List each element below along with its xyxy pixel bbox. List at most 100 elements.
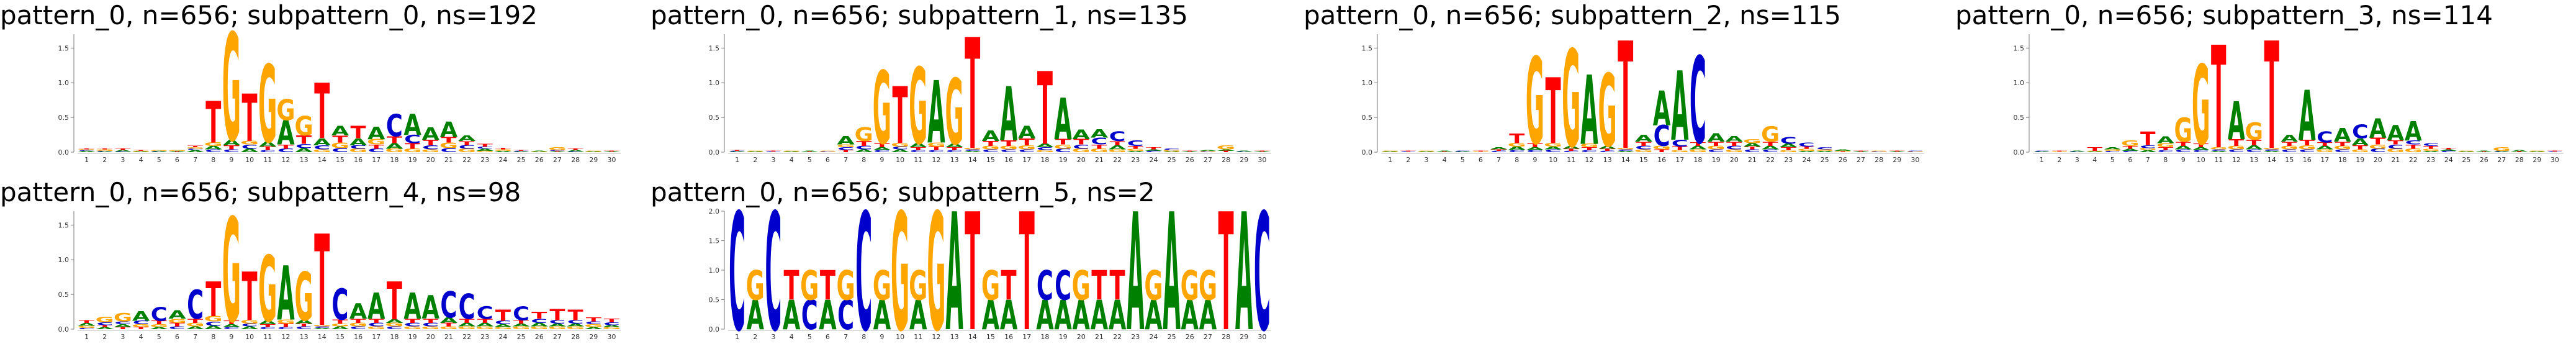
y-tick-label: 1.5 (58, 221, 70, 229)
x-tick-label: 20 (1077, 156, 1086, 164)
logo-letter-A: A (385, 142, 404, 151)
logo-letter-C: C (567, 319, 584, 325)
svg-text:G: G (385, 148, 403, 153)
logo-letter-C: C (1726, 145, 1742, 151)
svg-text:C: C (2317, 129, 2333, 147)
svg-text:A: A (909, 142, 927, 149)
logo-letter-G: G (2086, 150, 2104, 152)
logo-letter-A: A (603, 325, 621, 328)
svg-text:G: G (2457, 150, 2475, 152)
svg-text:A: A (2493, 152, 2510, 153)
y-tick-label: 0.5 (709, 296, 720, 304)
x-tick-label: 21 (444, 333, 453, 341)
logo-letter-C: C (1798, 142, 1815, 148)
x-tick-label: 8 (862, 156, 866, 164)
logo-letter-T: T (1763, 141, 1779, 148)
logo-letter-G: G (2121, 139, 2139, 148)
x-tick-label: 1 (84, 156, 89, 164)
logo-letter-C: C (205, 149, 222, 153)
logo-letter-G: G (530, 326, 549, 330)
logo-letter-A: A (295, 147, 313, 154)
svg-text:G: G (909, 263, 927, 309)
logo-letter-A: A (2405, 116, 2422, 147)
svg-text:C: C (1780, 135, 1797, 146)
y-tick-label: 1.0 (58, 256, 70, 264)
svg-text:C: C (1545, 149, 1562, 153)
logo-letter-G: G (891, 142, 909, 148)
logo-letter-C: C (2317, 129, 2333, 147)
svg-text:A: A (295, 319, 313, 325)
x-tick-label: 23 (2426, 156, 2435, 164)
x-tick-label: 30 (1258, 156, 1266, 164)
logo-letter-A: A (205, 325, 223, 330)
svg-text:T: T (205, 89, 221, 157)
svg-text:A: A (2440, 149, 2457, 152)
svg-text:G: G (909, 46, 927, 168)
x-tick-label: 13 (300, 156, 308, 164)
logo-letter-G: G (1108, 149, 1127, 153)
svg-text:T: T (1019, 137, 1035, 148)
svg-text:G: G (2298, 144, 2316, 151)
svg-text:T: T (911, 147, 926, 151)
svg-text:A: A (567, 323, 585, 327)
logo-letter-T: T (1654, 149, 1670, 153)
x-tick-label: 14 (1621, 156, 1630, 164)
svg-text:G: G (1834, 151, 1852, 152)
svg-text:A: A (205, 145, 223, 151)
svg-text:A: A (367, 286, 385, 328)
logo-letter-C: C (1127, 139, 1144, 148)
svg-text:C: C (2335, 149, 2351, 153)
logo-panel-5: pattern_0, n=656; subpattern_5, ns=2 0.0… (651, 177, 1284, 354)
logo-letter-T: T (1218, 150, 1234, 153)
svg-text:C: C (1454, 151, 1471, 152)
logo-letter-C: C (477, 146, 493, 149)
logo-letter-T: T (2282, 141, 2297, 148)
logo-letter-A: A (891, 149, 909, 153)
x-tick-label: 26 (1186, 333, 1194, 341)
logo-letter-T: T (1091, 263, 1107, 309)
logo-letter-T: T (223, 320, 239, 325)
svg-text:A: A (1580, 57, 1598, 166)
svg-text:C: C (1690, 32, 1706, 171)
logo-letter-T: T (911, 147, 926, 151)
svg-text:A: A (1054, 293, 1072, 339)
svg-text:C: C (1744, 149, 1760, 153)
svg-text:A: A (1490, 147, 1508, 150)
logo-letter-G: G (1144, 263, 1163, 309)
x-tick-label: 2 (753, 156, 757, 164)
logo-letter-C: C (2299, 149, 2315, 153)
svg-text:G: G (2050, 152, 2068, 153)
logo-letter-A: A (2086, 152, 2104, 153)
logo-letter-A: A (2104, 147, 2121, 150)
svg-text:T: T (477, 143, 493, 148)
logo-letter-G: G (2139, 148, 2157, 151)
x-tick-label: 16 (1004, 333, 1013, 341)
svg-text:T: T (223, 144, 240, 151)
logo-letter-C: C (2158, 150, 2174, 153)
logo-letter-G: G (475, 326, 494, 330)
x-tick-label: 25 (517, 156, 526, 164)
x-tick-label: 19 (408, 333, 417, 341)
svg-text:C: C (964, 149, 981, 152)
logo-letter-C: C (982, 149, 999, 153)
logo-letter-T: T (2317, 142, 2333, 147)
svg-text:G: G (222, 3, 241, 175)
svg-text:C: C (1508, 150, 1525, 153)
logo-letter-G: G (1634, 149, 1653, 153)
logo-letter-G: G (240, 319, 259, 325)
svg-text:T: T (205, 273, 221, 328)
logo-letter-A: A (1707, 131, 1725, 144)
x-tick-label: 24 (1802, 156, 1811, 164)
svg-text:A: A (1036, 293, 1054, 339)
logo-letter-A: A (1418, 152, 1435, 153)
logo-letter-A: A (1671, 53, 1688, 163)
logo-letter-A: A (1145, 149, 1163, 152)
svg-text:T: T (1582, 147, 1597, 151)
x-tick-label: 16 (1657, 156, 1666, 164)
svg-text:C: C (205, 320, 222, 327)
logo-letter-A: A (440, 118, 458, 142)
svg-text:G: G (1162, 150, 1181, 152)
logo-letter-T: T (423, 318, 439, 325)
svg-text:C: C (603, 322, 620, 326)
logo-chart-0: 0.00.51.01.51ACGT2ACGT3CAT4AGT5CAG6TAG7A… (58, 3, 621, 175)
